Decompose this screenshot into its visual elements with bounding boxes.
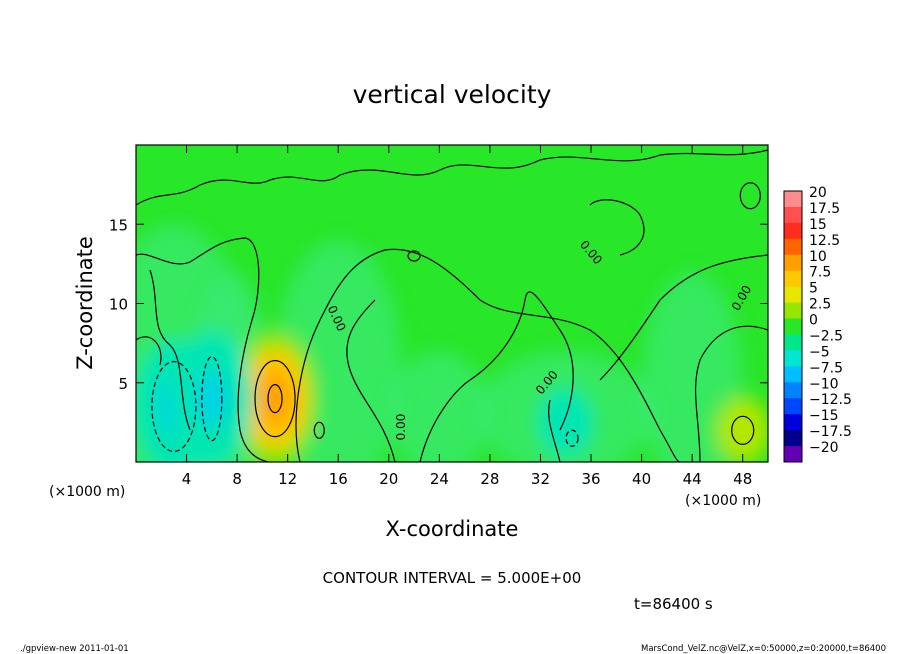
colorbar-swatch: [784, 238, 802, 256]
contour-negative: [151, 360, 197, 453]
colorbar-swatch: [784, 430, 802, 447]
contour-line: [136, 237, 269, 462]
colorbar-swatch: [784, 366, 802, 383]
colorbar-label: −2.5: [809, 328, 843, 344]
contour-negative: [565, 429, 579, 447]
x-tick-label: 8: [232, 470, 242, 488]
contour-negative: [201, 356, 223, 442]
y-tick-label: 10: [109, 296, 128, 314]
x-tick-label: 12: [278, 470, 297, 488]
colorbar-label: 17.5: [809, 201, 840, 217]
colorbar-swatch: [784, 270, 802, 288]
colorbar-swatch: [784, 286, 802, 304]
contour-closed: [313, 421, 325, 439]
footer-right: MarsCond_VelZ.nc@VelZ,x=0:50000,z=0:2000…: [641, 644, 886, 654]
contour-line: [419, 291, 574, 462]
colorbar-label: −7.5: [809, 360, 843, 376]
contour-line: [694, 325, 768, 462]
contour-line: [136, 336, 162, 366]
colorbar-label: −10: [809, 376, 839, 392]
contour-line: [589, 199, 645, 256]
field-peak: [259, 370, 292, 427]
colorbar-label: 5: [809, 281, 818, 297]
contour-closed: [739, 182, 761, 210]
x-tick-label: 28: [480, 470, 499, 488]
colorbar-label: 2.5: [809, 297, 831, 313]
colorbar-swatch: [784, 446, 802, 463]
colorbar-label: 7.5: [809, 265, 831, 281]
contour-closed: [407, 250, 421, 262]
colorbar-swatch: [784, 414, 802, 431]
colorbar-frame: [783, 190, 803, 463]
colorbar-label: 20: [809, 185, 827, 201]
x-tick-label: 44: [683, 470, 702, 488]
colorbar-label: −17.5: [809, 424, 852, 440]
colorbar-swatch: [784, 254, 802, 272]
x-tick-label: 24: [430, 470, 449, 488]
x-axis-unit-right: (×1000 m): [685, 493, 761, 509]
contour-closed: [731, 415, 755, 445]
field-region: [388, 351, 490, 462]
field-core: [720, 404, 765, 456]
colorbar-label: −5: [809, 344, 830, 360]
colorbar-swatch: [784, 206, 802, 224]
x-tick-label: 4: [182, 470, 192, 488]
contour-label: 0.00: [394, 414, 408, 441]
colorbar-label: −20: [809, 440, 839, 456]
x-axis-unit-left: (×1000 m): [49, 484, 125, 500]
colorbar-swatch: [784, 382, 802, 399]
contour-line: [295, 248, 681, 462]
time-label: t=86400 s: [634, 595, 713, 613]
x-tick-label: 40: [632, 470, 651, 488]
contour-line: [346, 299, 396, 462]
field-peak: [195, 370, 228, 427]
contour-line: [599, 254, 768, 381]
contour-closed: [267, 384, 283, 414]
colorbar-label: 10: [809, 249, 827, 265]
y-tick-label: 15: [109, 216, 128, 234]
footer-left: ./gpview-new 2011-01-01: [20, 644, 129, 654]
colorbar: 2017.51512.5107.552.50−2.5−5−7.5−10−12.5…: [783, 185, 852, 463]
x-tick-label: 16: [329, 470, 348, 488]
colorbar-swatch: [784, 191, 802, 208]
contour-line: [548, 399, 561, 462]
y-axis: 5 10 15: [109, 216, 768, 393]
y-axis-label: Z-coordinate: [73, 236, 97, 370]
contour-closed: [254, 360, 296, 438]
colorbar-label: 0: [809, 313, 818, 329]
colorbar-swatch: [784, 302, 802, 320]
x-tick-label: 20: [379, 470, 398, 488]
colorbar-swatch: [784, 334, 802, 351]
x-tick-label: 36: [581, 470, 600, 488]
chart-title: vertical velocity: [353, 80, 552, 109]
x-tick-label: 32: [531, 470, 550, 488]
colorbar-swatch: [784, 398, 802, 415]
colorbar-label: −15: [809, 408, 839, 424]
plot-area: [136, 145, 768, 462]
contour-line: [149, 269, 191, 431]
x-axis-label: X-coordinate: [386, 517, 519, 541]
colorbar-label: −12.5: [809, 392, 852, 408]
field-core: [543, 396, 588, 448]
contour-line: [136, 149, 768, 206]
colorbar-swatch: [784, 318, 802, 335]
contour-interval-text: CONTOUR INTERVAL = 5.000E+00: [323, 569, 582, 587]
colorbar-swatch: [784, 222, 802, 240]
colorbar-label: 15: [809, 217, 827, 233]
x-tick-label: 48: [733, 470, 752, 488]
x-axis: 4 8 12 16 20 24 28 32 36 40 44 48: [182, 145, 752, 488]
colorbar-swatch: [784, 350, 802, 367]
y-tick-label: 5: [118, 375, 128, 393]
colorbar-label: 12.5: [809, 233, 840, 249]
